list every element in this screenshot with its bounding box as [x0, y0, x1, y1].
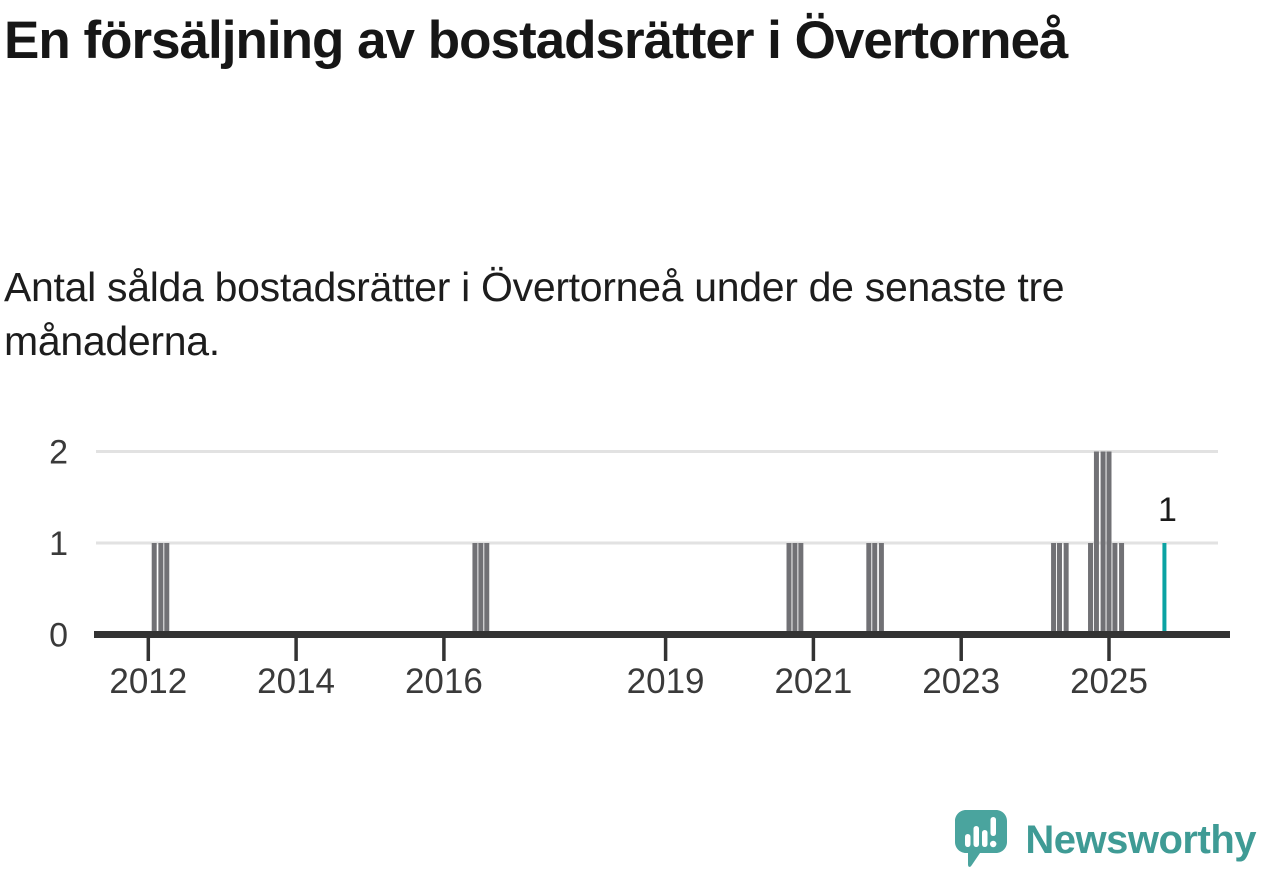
- bar-value-label: 1: [1158, 491, 1177, 529]
- newsworthy-logo-icon: [955, 810, 1008, 867]
- bar: [1051, 543, 1057, 632]
- chart-title: En försäljning av bostadsrätter i Överto…: [4, 11, 1068, 70]
- x-tick-label: 2016: [405, 662, 483, 701]
- bar: [798, 543, 804, 632]
- bar: [484, 543, 490, 632]
- bar: [1093, 451, 1099, 632]
- x-tick-label: 2012: [109, 662, 187, 701]
- bar: [478, 543, 484, 632]
- bar: [472, 543, 478, 632]
- bar: [786, 543, 792, 632]
- chart-subtitle: Antal sålda bostadsrätter i Övertorneå u…: [4, 264, 1065, 364]
- newsworthy-logo-text: Newsworthy: [1025, 817, 1256, 862]
- bar: [1056, 543, 1062, 632]
- bar-chart: 0 1 2 2012 2014 2016 2019 2021 2023 2025 1: [0, 420, 1262, 720]
- bar: [866, 543, 872, 632]
- bar: [158, 543, 164, 632]
- bar: [1063, 543, 1069, 632]
- highlight-bar: [1162, 543, 1167, 632]
- y-tick-label: 2: [49, 434, 68, 472]
- x-tick-label: 2021: [774, 662, 852, 701]
- bar: [1106, 451, 1112, 632]
- bar: [792, 543, 798, 632]
- newsworthy-logo: Newsworthy: [953, 808, 1256, 872]
- bar: [1100, 451, 1106, 632]
- x-tick-label: 2019: [627, 662, 705, 701]
- y-tick-label: 1: [49, 525, 68, 563]
- x-tick-label: 2014: [257, 662, 335, 701]
- bar-chart-svg: 0 1 2 2012 2014 2016 2019 2021 2023 2025 1: [49, 434, 1230, 701]
- x-tick-label: 2025: [1070, 662, 1148, 701]
- bar: [151, 543, 157, 632]
- x-tick-label: 2023: [922, 662, 1000, 701]
- bar: [1088, 543, 1094, 632]
- bar: [164, 543, 170, 632]
- bar: [878, 543, 884, 632]
- bar: [872, 543, 878, 632]
- y-tick-label: 0: [49, 617, 68, 655]
- bar: [1112, 543, 1118, 632]
- bar: [1119, 543, 1125, 632]
